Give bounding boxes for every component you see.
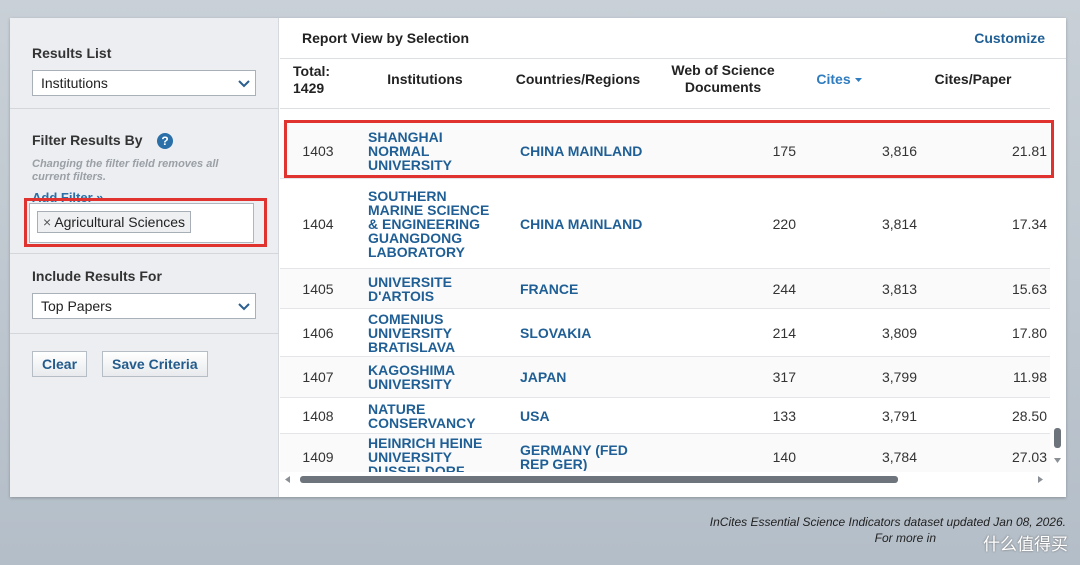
table-row: 1409 HEINRICH HEINE UNIVERSITY DUSSELDORF… [280,434,1050,472]
table-row: 1405 UNIVERSITE D'ARTOIS FRANCE 244 3,813 15.… [280,269,1050,309]
country-link[interactable]: JAPAN [520,370,567,384]
divider [10,253,279,254]
save-criteria-button[interactable]: Save Criteria [102,351,208,377]
cites-cell: 3,784 [881,448,917,465]
cites-cell: 3,814 [881,215,917,232]
table-body: 1403 SHANGHAI NORMAL UNIVERSITY CHINA MAIN… [280,108,1050,472]
select-arrow [238,303,250,311]
institution-link[interactable]: COMENIUS UNIVERSITY BRATISLAVA [368,311,456,354]
cites-cell: 3,809 [881,324,917,341]
sidebar: Results List Institutions Filter Results… [10,18,279,497]
column-header[interactable]: Cites [800,71,880,88]
cites-per-paper-cell: 27.03 [1011,448,1047,465]
institution-link[interactable]: UNIVERSITE D'ARTOIS [368,274,453,303]
column-header[interactable]: Web of Science Documents [671,62,775,95]
cites-cell: 3,816 [881,142,917,159]
cites-per-paper-cell: 21.81 [1011,142,1047,159]
highlight-box [24,198,267,247]
include-select[interactable]: Top Papers [32,293,256,319]
footer-updated: InCites Essential Science Indicators dat… [709,515,1066,529]
rank-cell: 1403 [302,142,334,159]
institution-link[interactable]: SHANGHAI NORMAL UNIVERSITY [368,129,453,172]
sort-column-label: Cites [816,71,851,87]
cites-cell: 3,791 [881,407,917,424]
country-link[interactable]: CHINA MAINLAND [520,143,643,158]
institution-link[interactable]: SOUTHERN MARINE SCIENCE & ENGINEERING GU… [368,188,490,259]
divider [280,58,1066,59]
table-row: 1404 SOUTHERN MARINE SCIENCE & ENGINEERIN… [280,179,1050,269]
country-link[interactable]: USA [520,408,550,423]
rank-cell: 1406 [302,324,334,341]
rank-cell: 1408 [302,407,334,424]
add-filter-link[interactable]: Add Filter » [32,190,104,205]
divider [10,333,279,334]
select-value: Institutions [41,75,108,91]
results-list-label: Results List [32,45,112,61]
documents-cell: 220 [772,215,796,232]
documents-cell: 133 [772,407,796,424]
total-value: 1429 [293,80,325,96]
rank-cell: 1409 [302,448,334,465]
table-row: 1407 KAGOSHIMA UNIVERSITY JAPAN 317 3,799 11.… [280,357,1050,398]
cites-per-paper-cell: 15.63 [1011,280,1047,297]
filter-box: × Agricultural Sciences [29,203,254,243]
main-panel: Results List Institutions Filter Results… [10,18,1066,497]
divider [10,108,279,109]
cites-per-paper-cell: 28.50 [1011,407,1047,424]
footer-more: For more in [874,531,936,545]
table-row: 1408 NATURE CONSERVANCY USA 133 3,791 28.50 [280,398,1050,434]
table-row: 1406 COMENIUS UNIVERSITY BRATISLAVA SLOVAK… [280,309,1050,357]
sort-arrow [854,78,862,82]
documents-cell: 244 [772,280,796,297]
documents-cell: 317 [772,369,796,385]
rank-cell: 1405 [302,280,334,297]
help-icon[interactable]: ? [157,133,173,149]
documents-cell: 175 [772,142,796,159]
include-label: Include Results For [32,268,162,284]
cites-per-paper-cell: 17.34 [1011,215,1047,232]
vertical-scrollbar[interactable] [1050,108,1066,478]
results-list-select[interactable]: Institutions [32,70,256,96]
country-link[interactable]: FRANCE [520,281,579,296]
filter-note: Changing the filter field removes all cu… [32,158,219,183]
documents-cell: 140 [772,448,796,465]
column-header[interactable]: Countries/Regions [515,71,641,87]
institution-link[interactable]: KAGOSHIMA UNIVERSITY [368,363,455,391]
filter-tag: × Agricultural Sciences [37,211,192,233]
highlight-box [284,120,1054,178]
cites-cell: 3,813 [881,280,917,297]
column-header[interactable]: Cites/Paper [934,71,1012,87]
country-link[interactable]: SLOVAKIA [520,325,592,340]
total-header: Total: 1429 [293,63,330,97]
tag-text: Agricultural Sciences [54,214,186,230]
country-link[interactable]: CHINA MAINLAND [520,216,643,231]
column-header[interactable]: Institutions [387,71,463,87]
filter-label: Filter Results By [32,132,143,148]
tag-remove[interactable]: × [43,214,52,230]
cites-per-paper-cell: 11.98 [1013,369,1047,385]
horizontal-scrollbar[interactable] [280,472,1066,488]
select-arrow [238,80,250,88]
country-link[interactable]: GERMANY (FED REP GER) [520,442,628,471]
select-value: Top Papers [41,298,112,314]
institution-link[interactable]: HEINRICH HEINE UNIVERSITY DUSSELDORF [368,435,483,473]
table-row: 1403 SHANGHAI NORMAL UNIVERSITY CHINA MAIN… [280,123,1050,179]
footer: InCites Essential Science Indicators dat… [710,514,1066,546]
watermark: 什么值得买 [983,535,1068,554]
total-label: Total: [293,63,331,79]
customize-link[interactable]: Customize [974,30,1045,46]
rank-cell: 1407 [302,369,334,385]
rank-cell: 1404 [302,215,334,232]
report-title: Report View by Selection [302,30,470,46]
clear-button[interactable]: Clear [32,351,88,377]
institution-link[interactable]: NATURE CONSERVANCY [368,401,476,430]
cites-cell: 3,799 [881,369,917,385]
cites-per-paper-cell: 17.80 [1011,324,1047,341]
documents-cell: 214 [772,324,796,341]
